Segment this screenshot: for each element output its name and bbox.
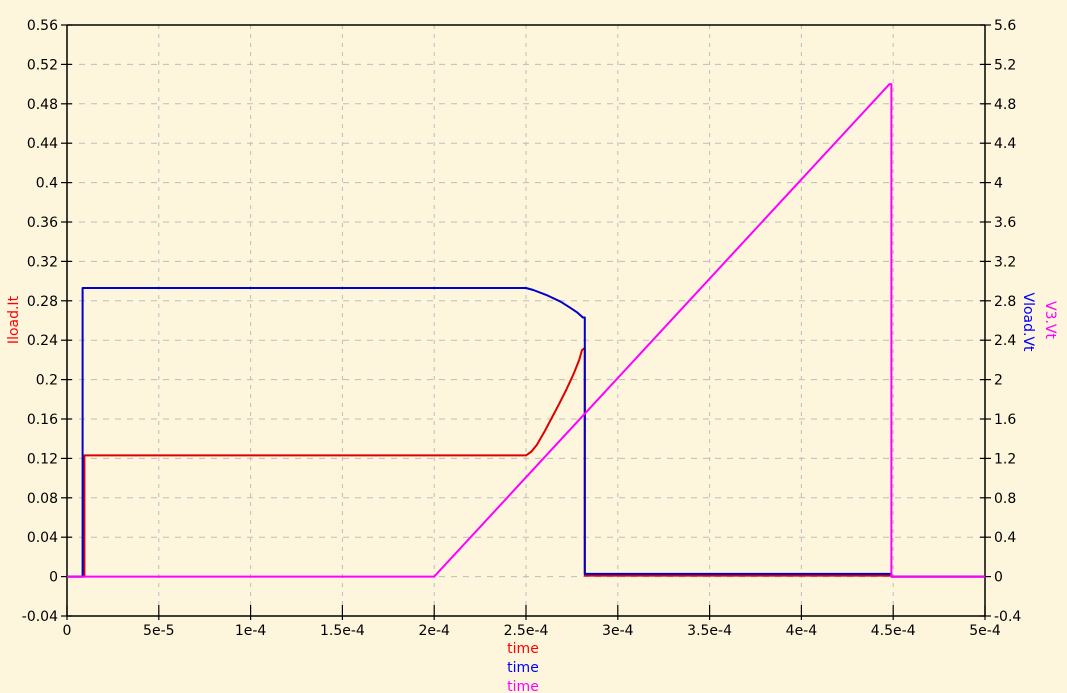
x-axis-label-time-0: time [507,641,539,657]
y-right-tick-label: 1.2 [994,451,1016,467]
y-left-tick-label: 0.08 [27,491,58,507]
y-left-axis-label: Iload.It [6,295,22,344]
trace-v3-vt [67,83,985,578]
x-tick-label: 5e-5 [143,623,174,639]
y-left-tick-label: 0.16 [27,412,58,428]
y-left-tick-label: 0.36 [27,215,58,231]
y-left-tick-label: 0 [49,570,58,586]
x-axis-label-time-1: time [507,660,539,676]
trace-iload-it [67,347,985,578]
x-tick-label: 1e-4 [235,623,267,639]
y-right-tick-label: 0.8 [994,491,1016,507]
x-tick-label: 4e-4 [786,623,818,639]
y-right-tick-label: 5.2 [994,57,1016,73]
y-left-tick-label: 0.48 [27,97,58,113]
y-right-tick-label: 2.8 [994,294,1016,310]
y-right-tick-label: 5.6 [994,18,1016,34]
x-tick-label: 2.5e-4 [504,623,549,639]
x-tick-label: 1.5e-4 [320,623,365,639]
y-right-tick-label: 3.2 [994,254,1016,270]
x-tick-label: 3.5e-4 [687,623,732,639]
x-tick-label: 2e-4 [418,623,450,639]
y-right-tick-label: 0.4 [994,530,1016,546]
trace-vload-vt [67,287,985,578]
x-tick-label: 0 [63,623,72,639]
y-right-tick-label: 4 [994,176,1003,192]
y-left-tick-label: 0.2 [36,373,58,389]
y-right-tick-label: 2.4 [994,333,1016,349]
y-left-tick-label: 0.04 [27,530,58,546]
y-left-tick-label: 0.24 [27,333,58,349]
y-right-tick-label: 3.6 [994,215,1016,231]
y-left-tick-label: 0.44 [27,136,58,152]
y-right-tick-label: -0.4 [994,609,1021,625]
y-left-tick-label: 0.52 [27,57,58,73]
x-tick-label: 4.5e-4 [871,623,916,639]
x-tick-label: 5e-4 [969,623,1001,639]
y-right-tick-label: 4.4 [994,136,1016,152]
y-right-tick-label: 0 [994,570,1003,586]
y-left-tick-label: 0.28 [27,294,58,310]
y-left-tick-label: 0.56 [27,18,58,34]
y-left-tick-label: -0.04 [22,609,58,625]
y-right-axis-label-v3: V3.Vt [1042,301,1058,340]
y-right-axis-label-vload: Vload.Vt [1020,292,1036,352]
y-right-tick-label: 1.6 [994,412,1016,428]
y-right-tick-label: 2 [994,373,1003,389]
y-left-tick-label: 0.4 [36,176,58,192]
y-left-tick-label: 0.12 [27,451,58,467]
x-axis-label-time-2: time [507,679,539,693]
y-left-tick-label: 0.32 [27,254,58,270]
x-tick-label: 3e-4 [602,623,634,639]
y-right-tick-label: 4.8 [994,97,1016,113]
